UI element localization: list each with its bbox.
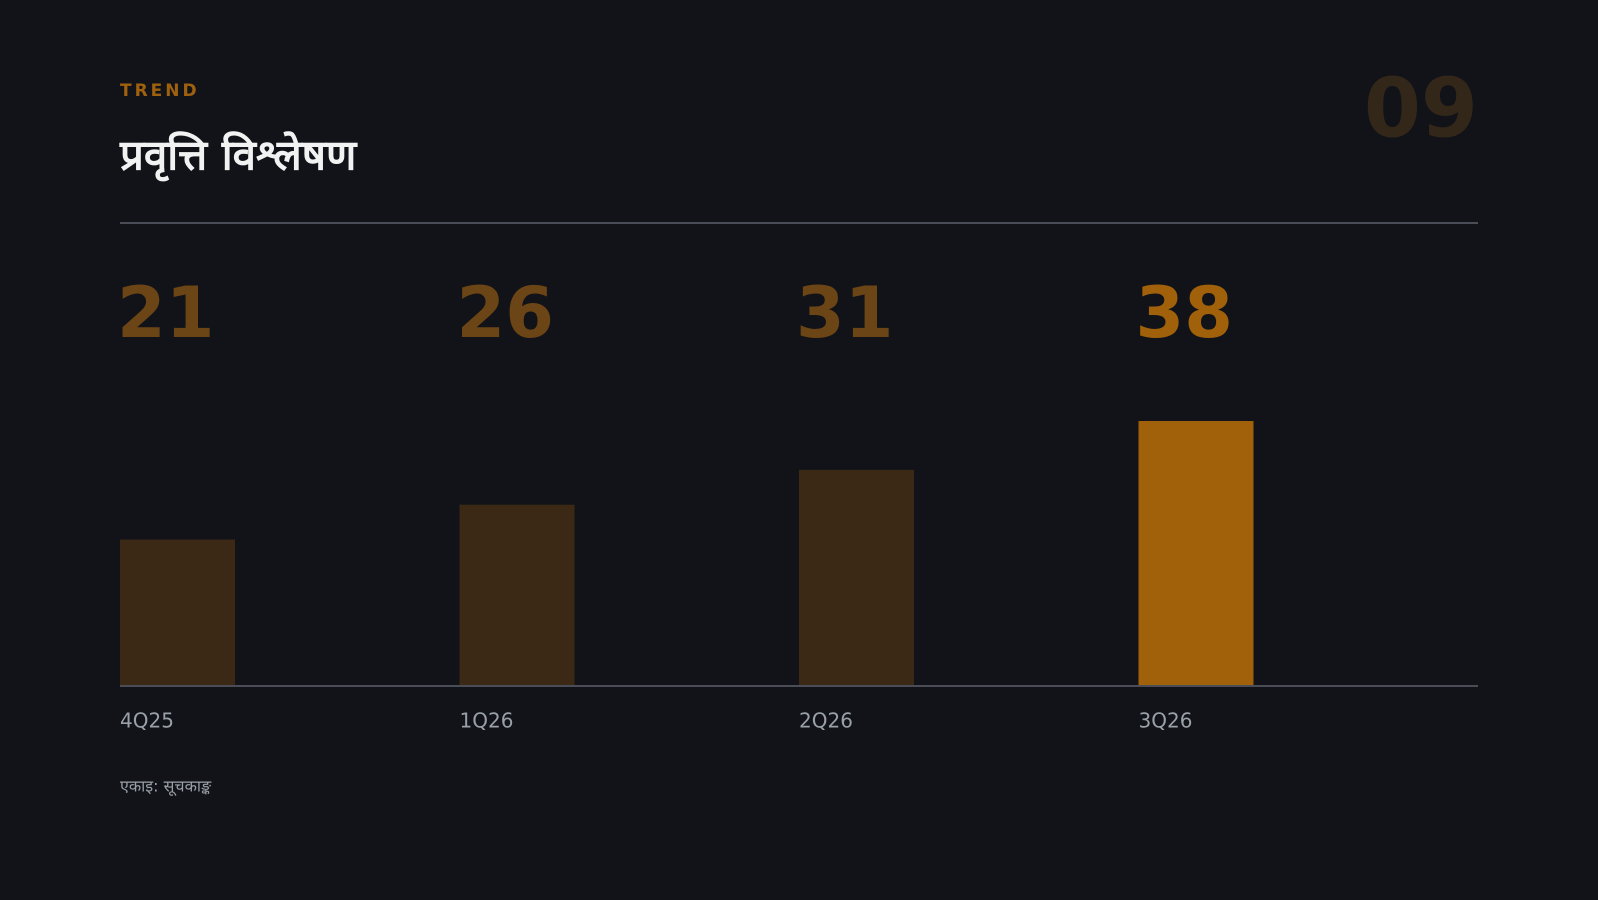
slide-title: प्रवृत्ति विश्लेषण [119,131,358,182]
x-tick-label: 3Q26 [1139,709,1193,733]
kicker: TREND [120,81,200,101]
x-tick-label: 4Q25 [120,709,174,733]
bar [120,539,235,686]
value-label: 31 [796,272,893,354]
x-tick-label: 1Q26 [460,709,514,733]
bar [799,469,914,686]
page-number: 09 [1364,61,1478,156]
value-label: 21 [117,272,214,354]
bar [459,504,575,686]
value-label: 26 [457,272,554,354]
x-tick-label: 2Q26 [799,709,853,733]
footnote: एकाइ: सूचकाङ्क [120,777,212,797]
bar [1138,421,1254,686]
value-label: 38 [1136,272,1233,354]
